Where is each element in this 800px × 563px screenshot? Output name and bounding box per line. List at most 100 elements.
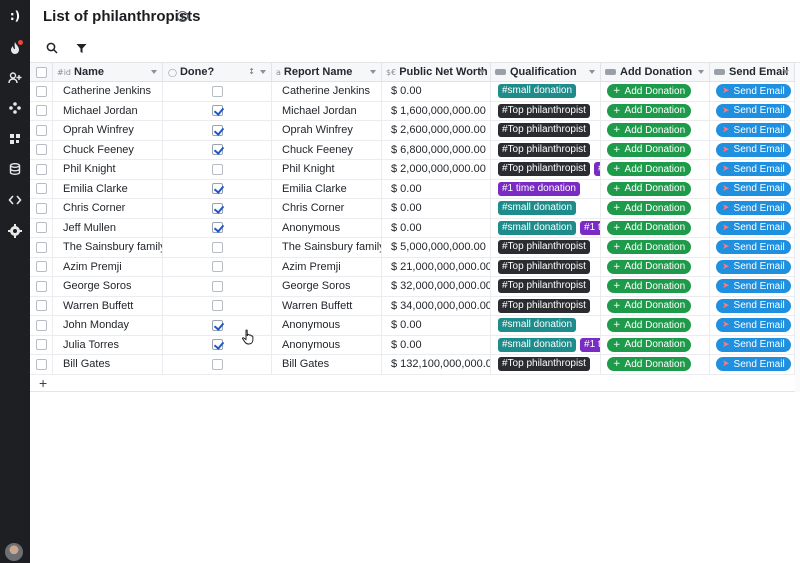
done-checkbox[interactable] [211, 124, 223, 136]
done-checkbox[interactable] [211, 183, 223, 195]
net-worth-cell[interactable]: $ 1,600,000,000.00 [382, 101, 491, 120]
done-cell[interactable] [163, 179, 272, 198]
qualification-cell[interactable]: #Top philanthropist [491, 296, 601, 315]
table-row[interactable]: Chuck Feeney Chuck Feeney $ 6,800,000,000.… [30, 140, 795, 160]
add-donation-button[interactable]: + Add Donation [607, 298, 692, 313]
net-worth-cell[interactable]: $ 0.00 [382, 335, 491, 354]
avatar[interactable] [5, 543, 23, 561]
net-worth-cell[interactable]: $ 21,000,000,000.00 [382, 257, 491, 276]
qualification-cell[interactable]: #Top philanthropist [491, 121, 601, 140]
send-email-button[interactable]: ➤ Send Email [716, 103, 791, 118]
done-checkbox[interactable] [211, 280, 223, 292]
qualification-cell[interactable]: #Top philanthropist [491, 355, 601, 374]
report-name-cell[interactable]: Anonymous [272, 335, 382, 354]
row-select-checkbox[interactable] [35, 124, 47, 136]
filter-icon[interactable] [72, 39, 90, 57]
qualification-tag[interactable]: #small donation [498, 318, 577, 333]
blocks-icon[interactable] [0, 127, 30, 151]
chevron-down-icon[interactable] [698, 70, 704, 74]
done-cell[interactable] [163, 199, 272, 218]
done-cell[interactable] [163, 296, 272, 315]
report-name-cell[interactable]: Catherine Jenkins [272, 82, 382, 101]
add-user-icon[interactable] [0, 66, 30, 90]
chevron-down-icon[interactable] [151, 70, 157, 74]
done-cell[interactable] [163, 277, 272, 296]
send-email-button[interactable]: ➤ Send Email [716, 162, 791, 177]
chevron-down-icon[interactable] [783, 70, 789, 74]
table-row[interactable]: John Monday Anonymous $ 0.00 #small donatio… [30, 316, 795, 336]
send-email-button[interactable]: ➤ Send Email [716, 240, 791, 255]
report-name-cell[interactable]: Emilia Clarke [272, 179, 382, 198]
report-name-cell[interactable]: Chuck Feeney [272, 140, 382, 159]
net-worth-cell[interactable]: $ 32,000,000,000.00 [382, 277, 491, 296]
row-select-checkbox[interactable] [35, 163, 47, 175]
done-checkbox[interactable] [211, 358, 223, 370]
report-name-cell[interactable]: Anonymous [272, 218, 382, 237]
done-checkbox[interactable] [211, 202, 223, 214]
qualification-tag[interactable]: #Top philanthropist [498, 357, 590, 372]
fire-icon[interactable] [0, 36, 30, 60]
qualification-tag[interactable]: #Top philanthropist [498, 298, 590, 313]
row-select-checkbox[interactable] [35, 261, 47, 273]
column-header-qualification[interactable]: Qualification [491, 63, 601, 81]
info-icon[interactable]: i [177, 11, 188, 22]
send-email-button[interactable]: ➤ Send Email [716, 357, 791, 372]
table-row[interactable]: Jeff Mullen Anonymous $ 0.00 #small donatio… [30, 218, 795, 238]
add-donation-button[interactable]: + Add Donation [607, 357, 692, 372]
done-checkbox[interactable] [211, 85, 223, 97]
add-donation-button[interactable]: + Add Donation [607, 123, 692, 138]
add-donation-button[interactable]: + Add Donation [607, 142, 692, 157]
done-checkbox[interactable] [211, 261, 223, 273]
table-row[interactable]: Phil Knight Phil Knight $ 2,000,000,000.00… [30, 160, 795, 180]
done-checkbox[interactable] [211, 300, 223, 312]
report-name-cell[interactable]: George Soros [272, 277, 382, 296]
done-checkbox[interactable] [211, 105, 223, 117]
done-cell[interactable] [163, 238, 272, 257]
column-header-add-donation[interactable]: Add Donation [601, 63, 710, 81]
name-cell[interactable]: Warren Buffett [53, 296, 163, 315]
chevron-down-icon[interactable] [370, 70, 376, 74]
send-email-button[interactable]: ➤ Send Email [716, 123, 791, 138]
qualification-tag[interactable]: #Top philanthropist [498, 103, 590, 118]
row-select-checkbox[interactable] [35, 280, 47, 292]
qualification-cell[interactable]: #Top philanthropist [491, 238, 601, 257]
done-cell[interactable] [163, 160, 272, 179]
row-select-checkbox[interactable] [35, 105, 47, 117]
report-name-cell[interactable]: Anonymous [272, 316, 382, 335]
net-worth-cell[interactable]: $ 0.00 [382, 218, 491, 237]
database-icon[interactable] [0, 157, 30, 181]
qualification-cell[interactable]: #small donation#1 time donation [491, 335, 601, 354]
report-name-cell[interactable]: Azim Premji [272, 257, 382, 276]
done-checkbox[interactable] [211, 222, 223, 234]
qualification-cell[interactable]: #small donation#1 time donation [491, 218, 601, 237]
qualification-cell[interactable]: #Top philanthropist [491, 101, 601, 120]
row-select-checkbox[interactable] [35, 358, 47, 370]
report-name-cell[interactable]: Bill Gates [272, 355, 382, 374]
qualification-tag[interactable]: #Top philanthropist [498, 259, 590, 274]
chevron-down-icon[interactable] [260, 70, 266, 74]
column-header-done[interactable]: ◯ Done? ↕ [163, 63, 272, 81]
name-cell[interactable]: Bill Gates [53, 355, 163, 374]
column-header-report-name[interactable]: a Report Name [272, 63, 382, 81]
qualification-cell[interactable]: #small donation [491, 316, 601, 335]
row-select-checkbox[interactable] [35, 339, 47, 351]
chevron-down-icon[interactable] [479, 70, 485, 74]
add-donation-button[interactable]: + Add Donation [607, 240, 692, 255]
send-email-button[interactable]: ➤ Send Email [716, 298, 791, 313]
report-name-cell[interactable]: Michael Jordan [272, 101, 382, 120]
table-row[interactable]: Warren Buffett Warren Buffett $ 34,000,000… [30, 296, 795, 316]
net-worth-cell[interactable]: $ 0.00 [382, 199, 491, 218]
done-cell[interactable] [163, 82, 272, 101]
qualification-tag[interactable]: #1 time donation [580, 337, 600, 352]
add-donation-button[interactable]: + Add Donation [607, 259, 692, 274]
search-icon[interactable] [43, 39, 61, 57]
qualification-tag[interactable]: #small donation [498, 201, 577, 216]
table-row[interactable]: Catherine Jenkins Catherine Jenkins $ 0.00… [30, 82, 795, 102]
row-select-checkbox[interactable] [35, 300, 47, 312]
qualification-tag[interactable]: #Top philanthropist [498, 279, 590, 294]
net-worth-cell[interactable]: $ 5,000,000,000.00 [382, 238, 491, 257]
net-worth-cell[interactable]: $ 0.00 [382, 82, 491, 101]
name-cell[interactable]: Azim Premji [53, 257, 163, 276]
qualification-tag[interactable]: #small donation [498, 84, 577, 99]
qualification-cell[interactable]: #1 time donation [491, 179, 601, 198]
